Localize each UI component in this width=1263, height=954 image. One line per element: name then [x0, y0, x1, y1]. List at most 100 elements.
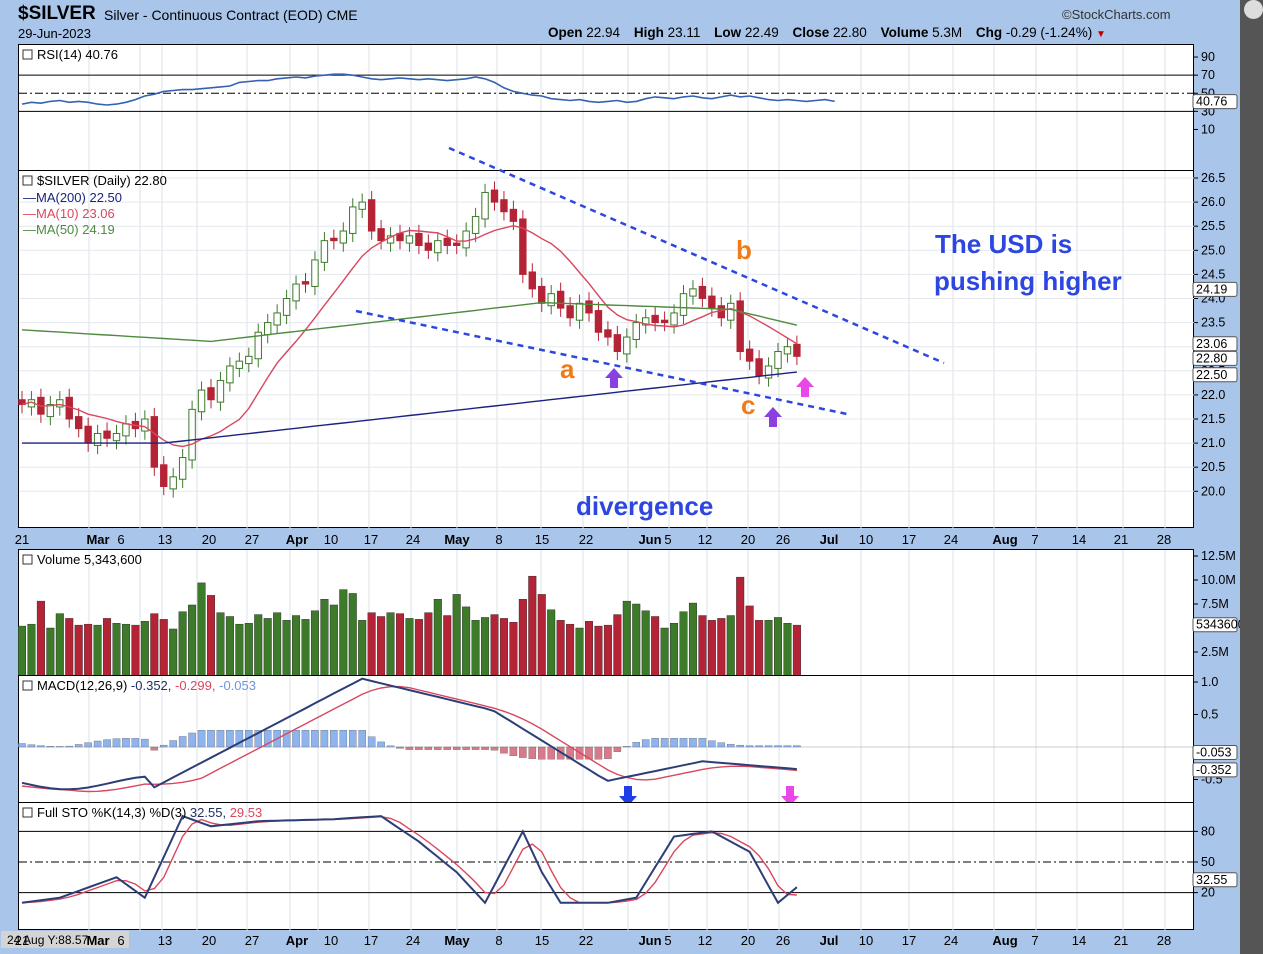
volume-axis-tick-label: 10.0M [1201, 573, 1236, 587]
macd-line [21, 677, 797, 791]
price-candle-body [160, 464, 168, 487]
volume-bar [188, 604, 197, 677]
x-axis-label: 17 [902, 532, 916, 547]
brand-logo: ©StockCharts.com [1062, 7, 1171, 22]
volume-bar [547, 609, 556, 677]
open-value: 22.94 [586, 25, 621, 40]
macd-histogram-bar [46, 746, 55, 748]
macd-histogram-bar [377, 741, 385, 748]
volume-bar [490, 614, 499, 677]
rsi-value-tag: 40.76 [1196, 95, 1227, 109]
contract-name: Silver - Continuous Contract (EOD) CME [104, 7, 358, 23]
x-axis-label: 6 [117, 933, 124, 948]
volume-bar [414, 619, 423, 677]
x-axis-label: 24 [406, 933, 420, 948]
macd-histogram-bar [623, 746, 631, 748]
x-axis-label: 27 [245, 532, 259, 547]
macd-histogram-bar [292, 730, 300, 748]
price-candle-body [604, 329, 612, 338]
x-axis-label: 20 [741, 532, 755, 547]
x-axis-label: Apr [286, 532, 308, 547]
price-candle-body [18, 399, 26, 406]
volume-value-tag-box [1192, 617, 1238, 633]
rsi-value-tag-box [1192, 94, 1238, 110]
ma10-legend: —MA(10) 23.06 [23, 206, 115, 221]
x-axis-label: 28 [1157, 933, 1171, 948]
right-scrollbar[interactable] [1240, 0, 1263, 954]
macd-histogram-bar [103, 739, 111, 748]
chart-header: $SILVER Silver - Continuous Contract (EO… [0, 0, 1240, 44]
macd-histogram-bar [56, 746, 64, 748]
volume-bar [65, 618, 74, 677]
ohlc-summary: Open 22.94 High 23.11 Low 22.49 Close 22… [548, 25, 1106, 40]
volume-bar [46, 627, 55, 677]
price-axis-tick-label: 24.5 [1201, 267, 1225, 281]
ma200-legend: —MA(200) 22.50 [23, 190, 122, 205]
volume-bar [27, 623, 36, 677]
macd-histogram-bar [311, 730, 319, 748]
volume-bar [755, 620, 764, 677]
scroll-up-button[interactable] [1244, 0, 1263, 19]
x-axis-label: 20 [202, 933, 216, 948]
price-candle-body [122, 423, 130, 437]
price-axis-tick-label: 20.5 [1201, 460, 1225, 474]
price-candle-body [519, 218, 527, 275]
macd-histogram-bar [509, 746, 518, 756]
volume-bar [301, 619, 310, 677]
macd-histogram-bar [594, 746, 603, 760]
volume-bar [367, 612, 376, 677]
price-axis-tick-label: 26.5 [1201, 171, 1225, 185]
price-candle-body [594, 310, 603, 333]
x-axis-label: 22 [579, 933, 593, 948]
macd-histogram-bar [415, 746, 423, 750]
ma10-value-tag: 23.06 [1196, 337, 1227, 351]
volume-bar [717, 618, 726, 677]
sto-axis-tick-label: 20 [1201, 886, 1215, 900]
price-candle-body [330, 237, 338, 242]
volume-bar [74, 624, 83, 677]
macd-histogram-bar [93, 740, 102, 748]
price-candle-body [736, 300, 744, 353]
macd-histogram-bar [708, 740, 716, 748]
price-candle-body [245, 355, 253, 365]
price-candle-body [755, 358, 763, 377]
exchange-label: CME [326, 7, 358, 23]
contract-name-text: Silver - Continuous Contract (EOD) [104, 7, 323, 23]
x-axis-label: 14 [1072, 933, 1086, 948]
macd-legend-v1: -0.352, [131, 678, 175, 693]
volume-axis-tick-label: 2.5M [1201, 645, 1229, 659]
macd-histogram-bar [339, 730, 348, 748]
volume-legend-icon [22, 554, 33, 565]
chart-date: 29-Jun-2023 [18, 26, 91, 41]
price-candle-body [226, 365, 234, 384]
macd-hist-value-tag: -0.053 [1196, 745, 1231, 759]
volume-bar [216, 612, 225, 677]
low-value: 22.49 [744, 25, 779, 40]
rsi-legend: RSI(14) 40.76 [37, 47, 118, 62]
x-axis-label: Jul [820, 532, 839, 547]
ma200-value-tag-box [1192, 367, 1238, 383]
x-axis-label: 24 [944, 933, 958, 948]
macd-axis-tick-label: 1.0 [1201, 675, 1218, 689]
price-candle-body [301, 281, 310, 285]
price-axis-tick-label: 21.5 [1201, 412, 1225, 426]
x-axis-label: 7 [1031, 933, 1038, 948]
volume-bar [528, 575, 537, 677]
volume-bar [339, 589, 348, 677]
price-candle-body [188, 408, 196, 461]
x-axis-label: 15 [535, 933, 549, 948]
price-candle-body [178, 457, 187, 480]
macd-histogram-bar [764, 745, 773, 748]
sto-panel: 80 50 20 32.55 Full STO %K(14,3) %D(3) 32.55… [1, 802, 1238, 948]
price-candle-body [311, 259, 319, 287]
wave-label-a: a [560, 354, 575, 384]
volume-bar [103, 618, 112, 677]
macd-histogram-bar [112, 738, 121, 748]
x-axis-label: Jul [820, 933, 839, 948]
volume-bar [698, 615, 707, 677]
volume-bar [150, 613, 159, 677]
price-axis-tick-label: 20.0 [1201, 484, 1225, 498]
price-candle-body [689, 288, 697, 297]
crosshair-readout-box [1, 931, 129, 948]
x-axis-label: 17 [364, 532, 378, 547]
